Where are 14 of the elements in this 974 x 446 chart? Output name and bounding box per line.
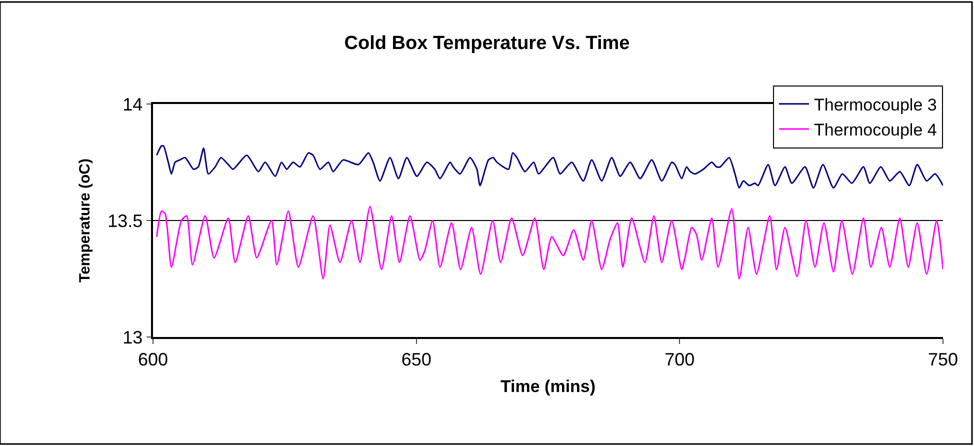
y-tick-label: 14 bbox=[122, 94, 143, 114]
x-axis-title: Time (mins) bbox=[500, 377, 596, 396]
y-tick-label: 13 bbox=[122, 327, 143, 348]
x-tick-label: 650 bbox=[401, 349, 432, 370]
legend-label: Thermocouple 4 bbox=[814, 120, 937, 140]
chart-title: Cold Box Temperature Vs. Time bbox=[344, 33, 630, 54]
x-tick-label: 700 bbox=[664, 349, 695, 370]
y-tick-label: 13.5 bbox=[108, 210, 143, 231]
line-series bbox=[156, 206, 943, 280]
x-tick-label: 600 bbox=[138, 349, 168, 370]
y-axis-title: Temperature (oC) bbox=[76, 158, 94, 282]
legend-label: Thermocouple 3 bbox=[814, 96, 937, 115]
line-series bbox=[156, 145, 943, 189]
x-tick-label: 750 bbox=[928, 349, 958, 370]
